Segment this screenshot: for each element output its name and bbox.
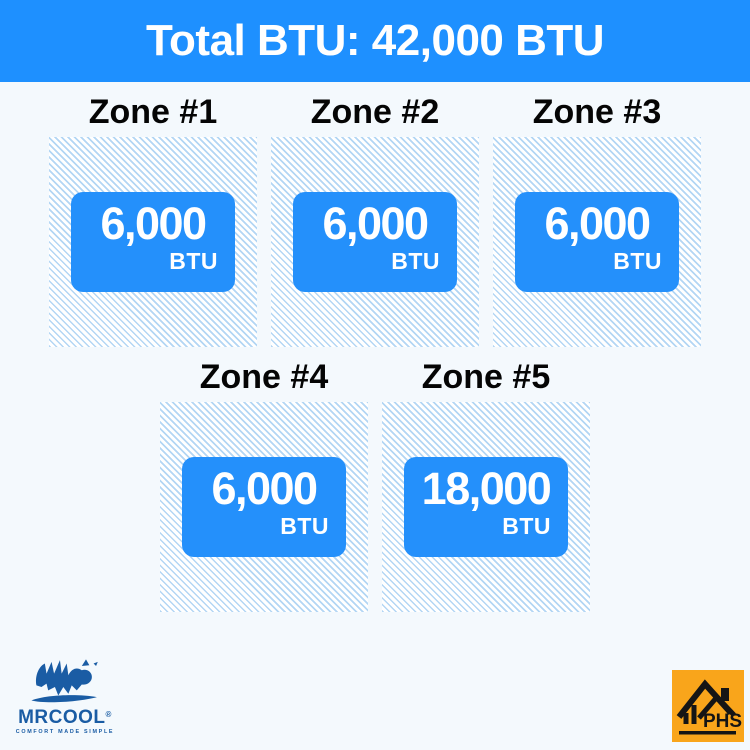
mrcool-bear-icon (12, 656, 118, 708)
zone-3-btu-card: 6,000 BTU (515, 192, 679, 292)
zone-5-btu-value: 18,000 (421, 463, 552, 514)
mrcool-logo: MRCOOL® COMFORT MADE SIMPLE (12, 656, 118, 735)
zone-4-section: Zone #4 6,000 BTU (160, 359, 368, 612)
zone-2-title: Zone #2 (310, 93, 440, 131)
phs-logo: PHS (672, 670, 744, 742)
zone-5-btu-card: 18,000 BTU (404, 457, 568, 557)
zone-2-section: Zone #2 6,000 BTU (271, 94, 479, 347)
zone-2-btu-value: 6,000 (322, 198, 429, 249)
zone-3-floor-area: 6,000 BTU (493, 137, 701, 347)
mrcool-wordmark: MRCOOL® (18, 707, 112, 728)
phs-wordmark: PHS (703, 711, 742, 732)
zone-1-section: Zone #1 6,000 BTU (49, 94, 257, 347)
total-btu-title: Total BTU: 42,000 BTU (145, 16, 605, 65)
zone-5-title: Zone #5 (421, 358, 551, 396)
zone-1-btu-unit: BTU (169, 248, 218, 274)
zone-4-btu-unit: BTU (280, 513, 329, 539)
zone-5-section: Zone #5 18,000 BTU (382, 359, 590, 612)
zone-4-title: Zone #4 (199, 358, 329, 396)
zone-4-btu-value: 6,000 (211, 463, 318, 514)
zone-4-btu-card: 6,000 BTU (182, 457, 346, 557)
zone-5-btu-unit: BTU (502, 513, 551, 539)
zone-2-btu-unit: BTU (391, 248, 440, 274)
zone-3-btu-unit: BTU (613, 248, 662, 274)
total-btu-banner: Total BTU: 42,000 BTU (0, 0, 750, 82)
zone-2-btu-card: 6,000 BTU (293, 192, 457, 292)
zone-1-btu-value: 6,000 (100, 198, 207, 249)
zone-3-title: Zone #3 (532, 93, 662, 131)
registered-trademark-icon: ® (105, 710, 112, 719)
zone-3-section: Zone #3 6,000 BTU (493, 94, 701, 347)
phs-house-icon: PHS (676, 679, 742, 735)
zone-1-floor-area: 6,000 BTU (49, 137, 257, 347)
zone-5-floor-area: 18,000 BTU (382, 402, 590, 612)
zone-1-btu-card: 6,000 BTU (71, 192, 235, 292)
zone-4-floor-area: 6,000 BTU (160, 402, 368, 612)
zone-3-btu-value: 6,000 (544, 198, 651, 249)
zone-2-floor-area: 6,000 BTU (271, 137, 479, 347)
zone-1-title: Zone #1 (88, 93, 218, 131)
mrcool-tagline: COMFORT MADE SIMPLE (15, 729, 115, 735)
